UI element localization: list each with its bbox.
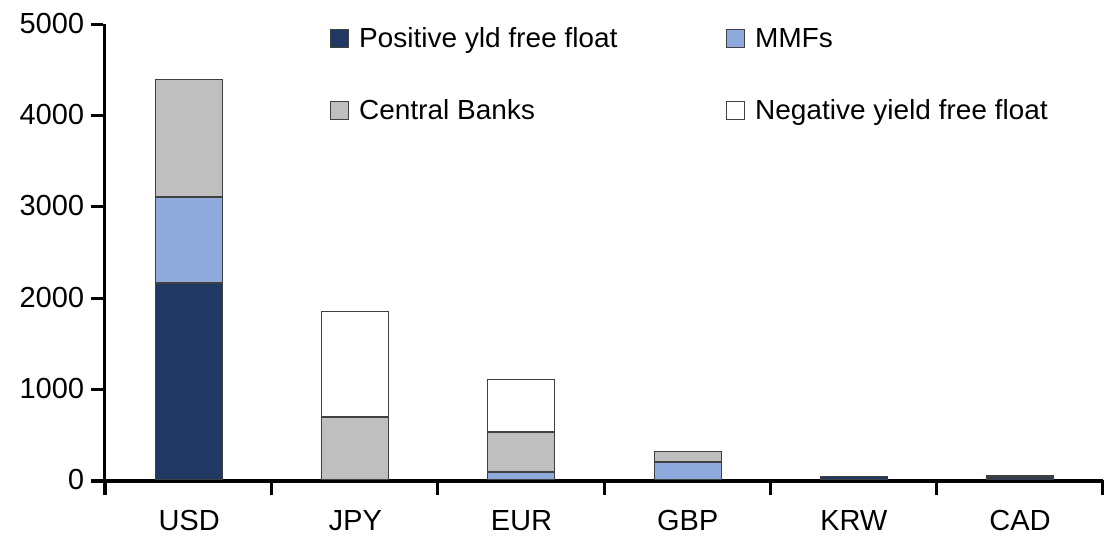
bar-segment bbox=[155, 283, 224, 480]
x-category-label: USD bbox=[158, 505, 220, 537]
legend-item: Positive yld free float bbox=[330, 24, 617, 52]
bar-segment bbox=[985, 476, 1054, 480]
y-tick-label: 3000 bbox=[19, 190, 84, 223]
x-category-label: JPY bbox=[328, 505, 382, 537]
y-tick-label: 1000 bbox=[19, 372, 84, 405]
x-category-label: GBP bbox=[656, 505, 719, 537]
y-tick-mark bbox=[91, 23, 103, 26]
legend-item: Central Banks bbox=[330, 96, 535, 124]
y-tick-label: 2000 bbox=[19, 281, 84, 314]
legend-swatch-icon bbox=[726, 28, 745, 48]
bar-segment bbox=[321, 417, 390, 480]
legend-label: MMFs bbox=[755, 22, 833, 53]
legend-swatch-icon bbox=[726, 100, 745, 120]
bar-segment bbox=[653, 450, 722, 462]
x-tick-mark bbox=[270, 480, 274, 495]
bar-segment bbox=[321, 311, 390, 418]
y-tick-label: 5000 bbox=[19, 8, 84, 40]
y-axis-line bbox=[103, 24, 106, 495]
y-tick-mark bbox=[91, 479, 103, 482]
x-tick-mark bbox=[768, 480, 772, 495]
x-tick-mark bbox=[934, 480, 938, 495]
x-category-label: KRW bbox=[820, 505, 888, 537]
legend-label: Positive yld free float bbox=[359, 22, 618, 53]
x-category-label: EUR bbox=[490, 505, 553, 537]
y-tick-mark bbox=[91, 296, 103, 300]
bar-segment bbox=[985, 474, 1054, 477]
bar-segment bbox=[487, 471, 556, 480]
bar-segment bbox=[487, 378, 556, 432]
legend-swatch-icon bbox=[330, 28, 349, 48]
bar-segment bbox=[819, 476, 888, 480]
x-tick-mark bbox=[602, 480, 606, 495]
legend-label: Negative yield free float bbox=[755, 94, 1048, 125]
y-tick-mark bbox=[91, 387, 103, 391]
x-axis-line bbox=[91, 479, 1103, 483]
legend-label: Central Banks bbox=[359, 94, 535, 125]
bar-segment bbox=[487, 431, 556, 472]
y-tick-label: 4000 bbox=[19, 99, 84, 132]
x-tick-mark bbox=[436, 480, 440, 495]
legend-swatch-icon bbox=[330, 100, 349, 120]
bar-segment bbox=[155, 78, 224, 198]
x-tick-mark bbox=[1101, 480, 1104, 495]
bar-segment bbox=[155, 197, 224, 283]
legend-item: Negative yield free float bbox=[726, 96, 1048, 124]
y-tick-label: 0 bbox=[67, 464, 84, 496]
x-tick-mark bbox=[104, 480, 107, 495]
x-category-label: CAD bbox=[989, 505, 1051, 537]
y-tick-mark bbox=[91, 114, 103, 118]
legend-item: MMFs bbox=[726, 24, 833, 52]
bar-segment bbox=[653, 461, 722, 480]
y-tick-mark bbox=[91, 205, 103, 209]
